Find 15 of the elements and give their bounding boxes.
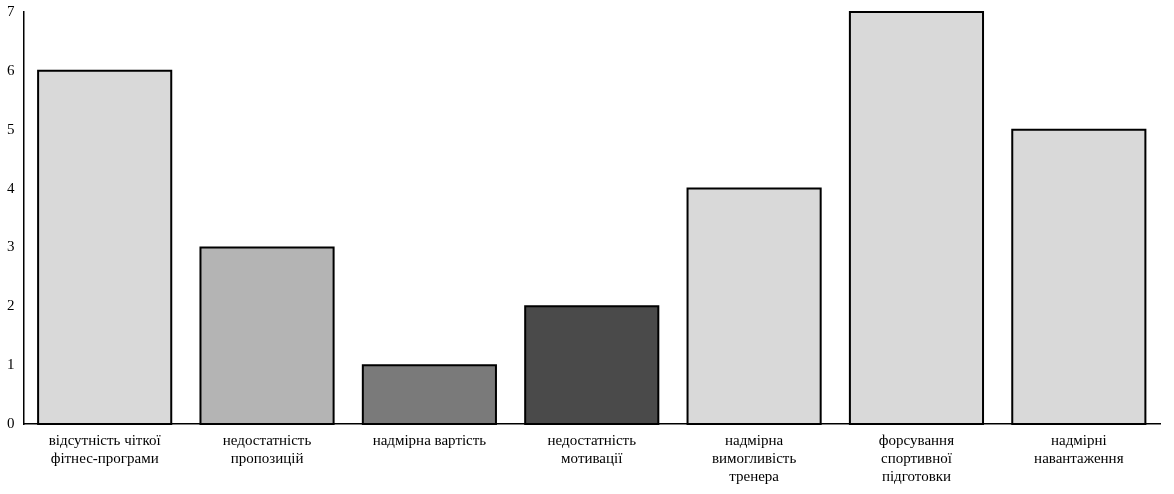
- y-tick-label: 7: [7, 2, 15, 19]
- x-tick-label: недостатність мотивації: [547, 431, 637, 466]
- y-tick-label: 0: [7, 414, 15, 431]
- y-tick-label: 4: [7, 179, 15, 196]
- y-tick-label: 3: [7, 238, 15, 255]
- y-tick-label: 5: [7, 120, 15, 137]
- x-tick-label: надмірні навантаження: [1034, 431, 1124, 466]
- x-tick-label: недостатність пропозицій: [222, 431, 312, 466]
- y-tick-label: 6: [7, 61, 15, 78]
- x-tick-label: форсування спортивної підготовки: [878, 431, 955, 484]
- y-tick-label: 1: [7, 356, 15, 373]
- x-tick-label: відсутність чіткої фітнес-програми: [48, 431, 162, 466]
- x-tick-label: надмірна вимогливість тренера: [711, 431, 797, 484]
- y-tick-label: 2: [7, 297, 15, 314]
- x-tick-label: надмірна вартість: [372, 431, 487, 448]
